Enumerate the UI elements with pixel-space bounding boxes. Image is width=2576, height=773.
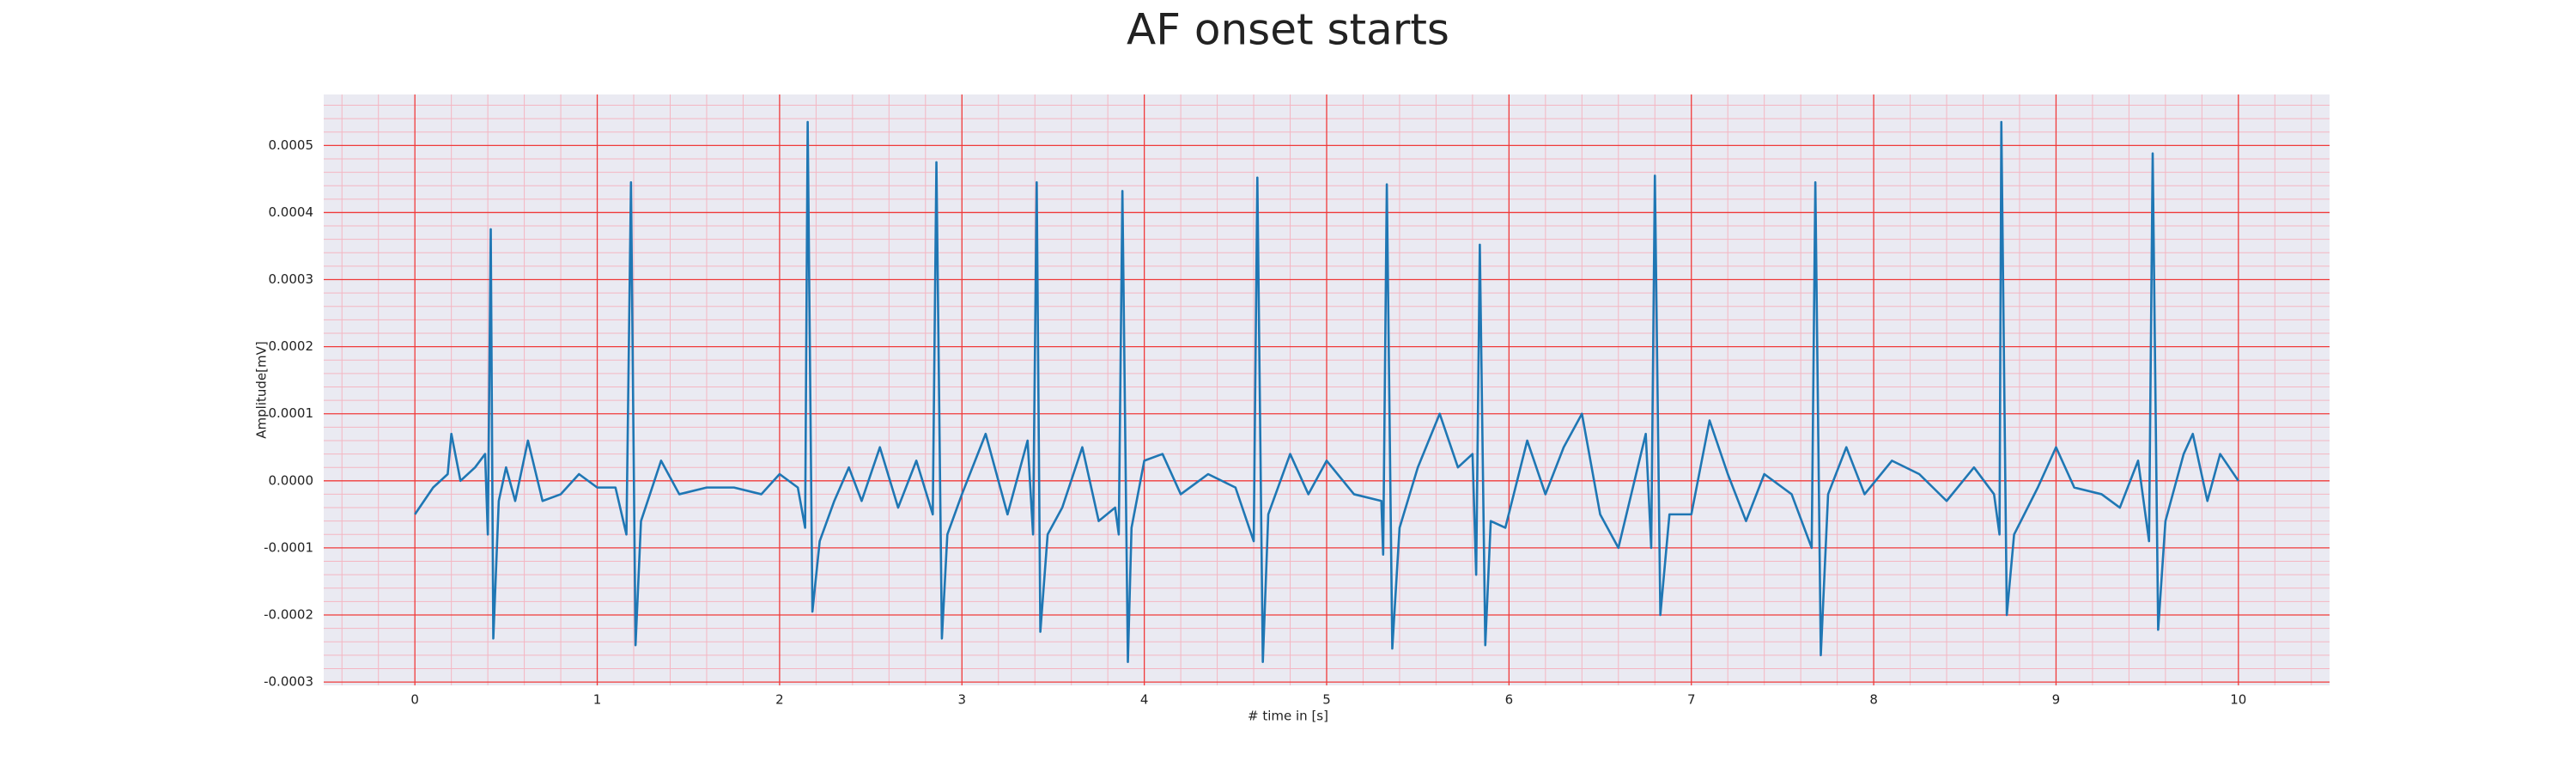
y-tick-label: -0.0002	[264, 607, 313, 623]
chart-title: AF onset starts	[1127, 5, 1449, 55]
y-tick-label: 0.0003	[269, 271, 314, 287]
x-tick-label: 10	[2230, 692, 2246, 708]
y-axis-label: Amplitude[mV]	[254, 341, 270, 438]
y-tick-label: 0.0001	[269, 405, 314, 421]
x-tick-label: 1	[593, 692, 602, 708]
x-tick-label: 7	[1687, 692, 1696, 708]
x-tick-label: 3	[957, 692, 966, 708]
x-tick-label: 2	[775, 692, 784, 708]
y-tick-label: 0.0005	[269, 137, 314, 153]
x-tick-label: 5	[1322, 692, 1331, 708]
x-tick-label: 9	[2052, 692, 2061, 708]
x-tick-label: 4	[1140, 692, 1149, 708]
x-tick-label: 8	[1869, 692, 1878, 708]
y-tick-label: -0.0003	[264, 674, 313, 690]
x-axis-label: # time in [s]	[1248, 709, 1328, 724]
x-tick-label: 6	[1505, 692, 1514, 708]
y-tick-label: 0.0004	[269, 204, 314, 220]
y-tick-label: 0.0002	[269, 338, 314, 354]
y-tick-label: 0.0000	[269, 472, 314, 488]
y-tick-label: -0.0001	[264, 539, 313, 555]
line-series	[414, 120, 2239, 663]
x-tick-label: 0	[410, 692, 419, 708]
